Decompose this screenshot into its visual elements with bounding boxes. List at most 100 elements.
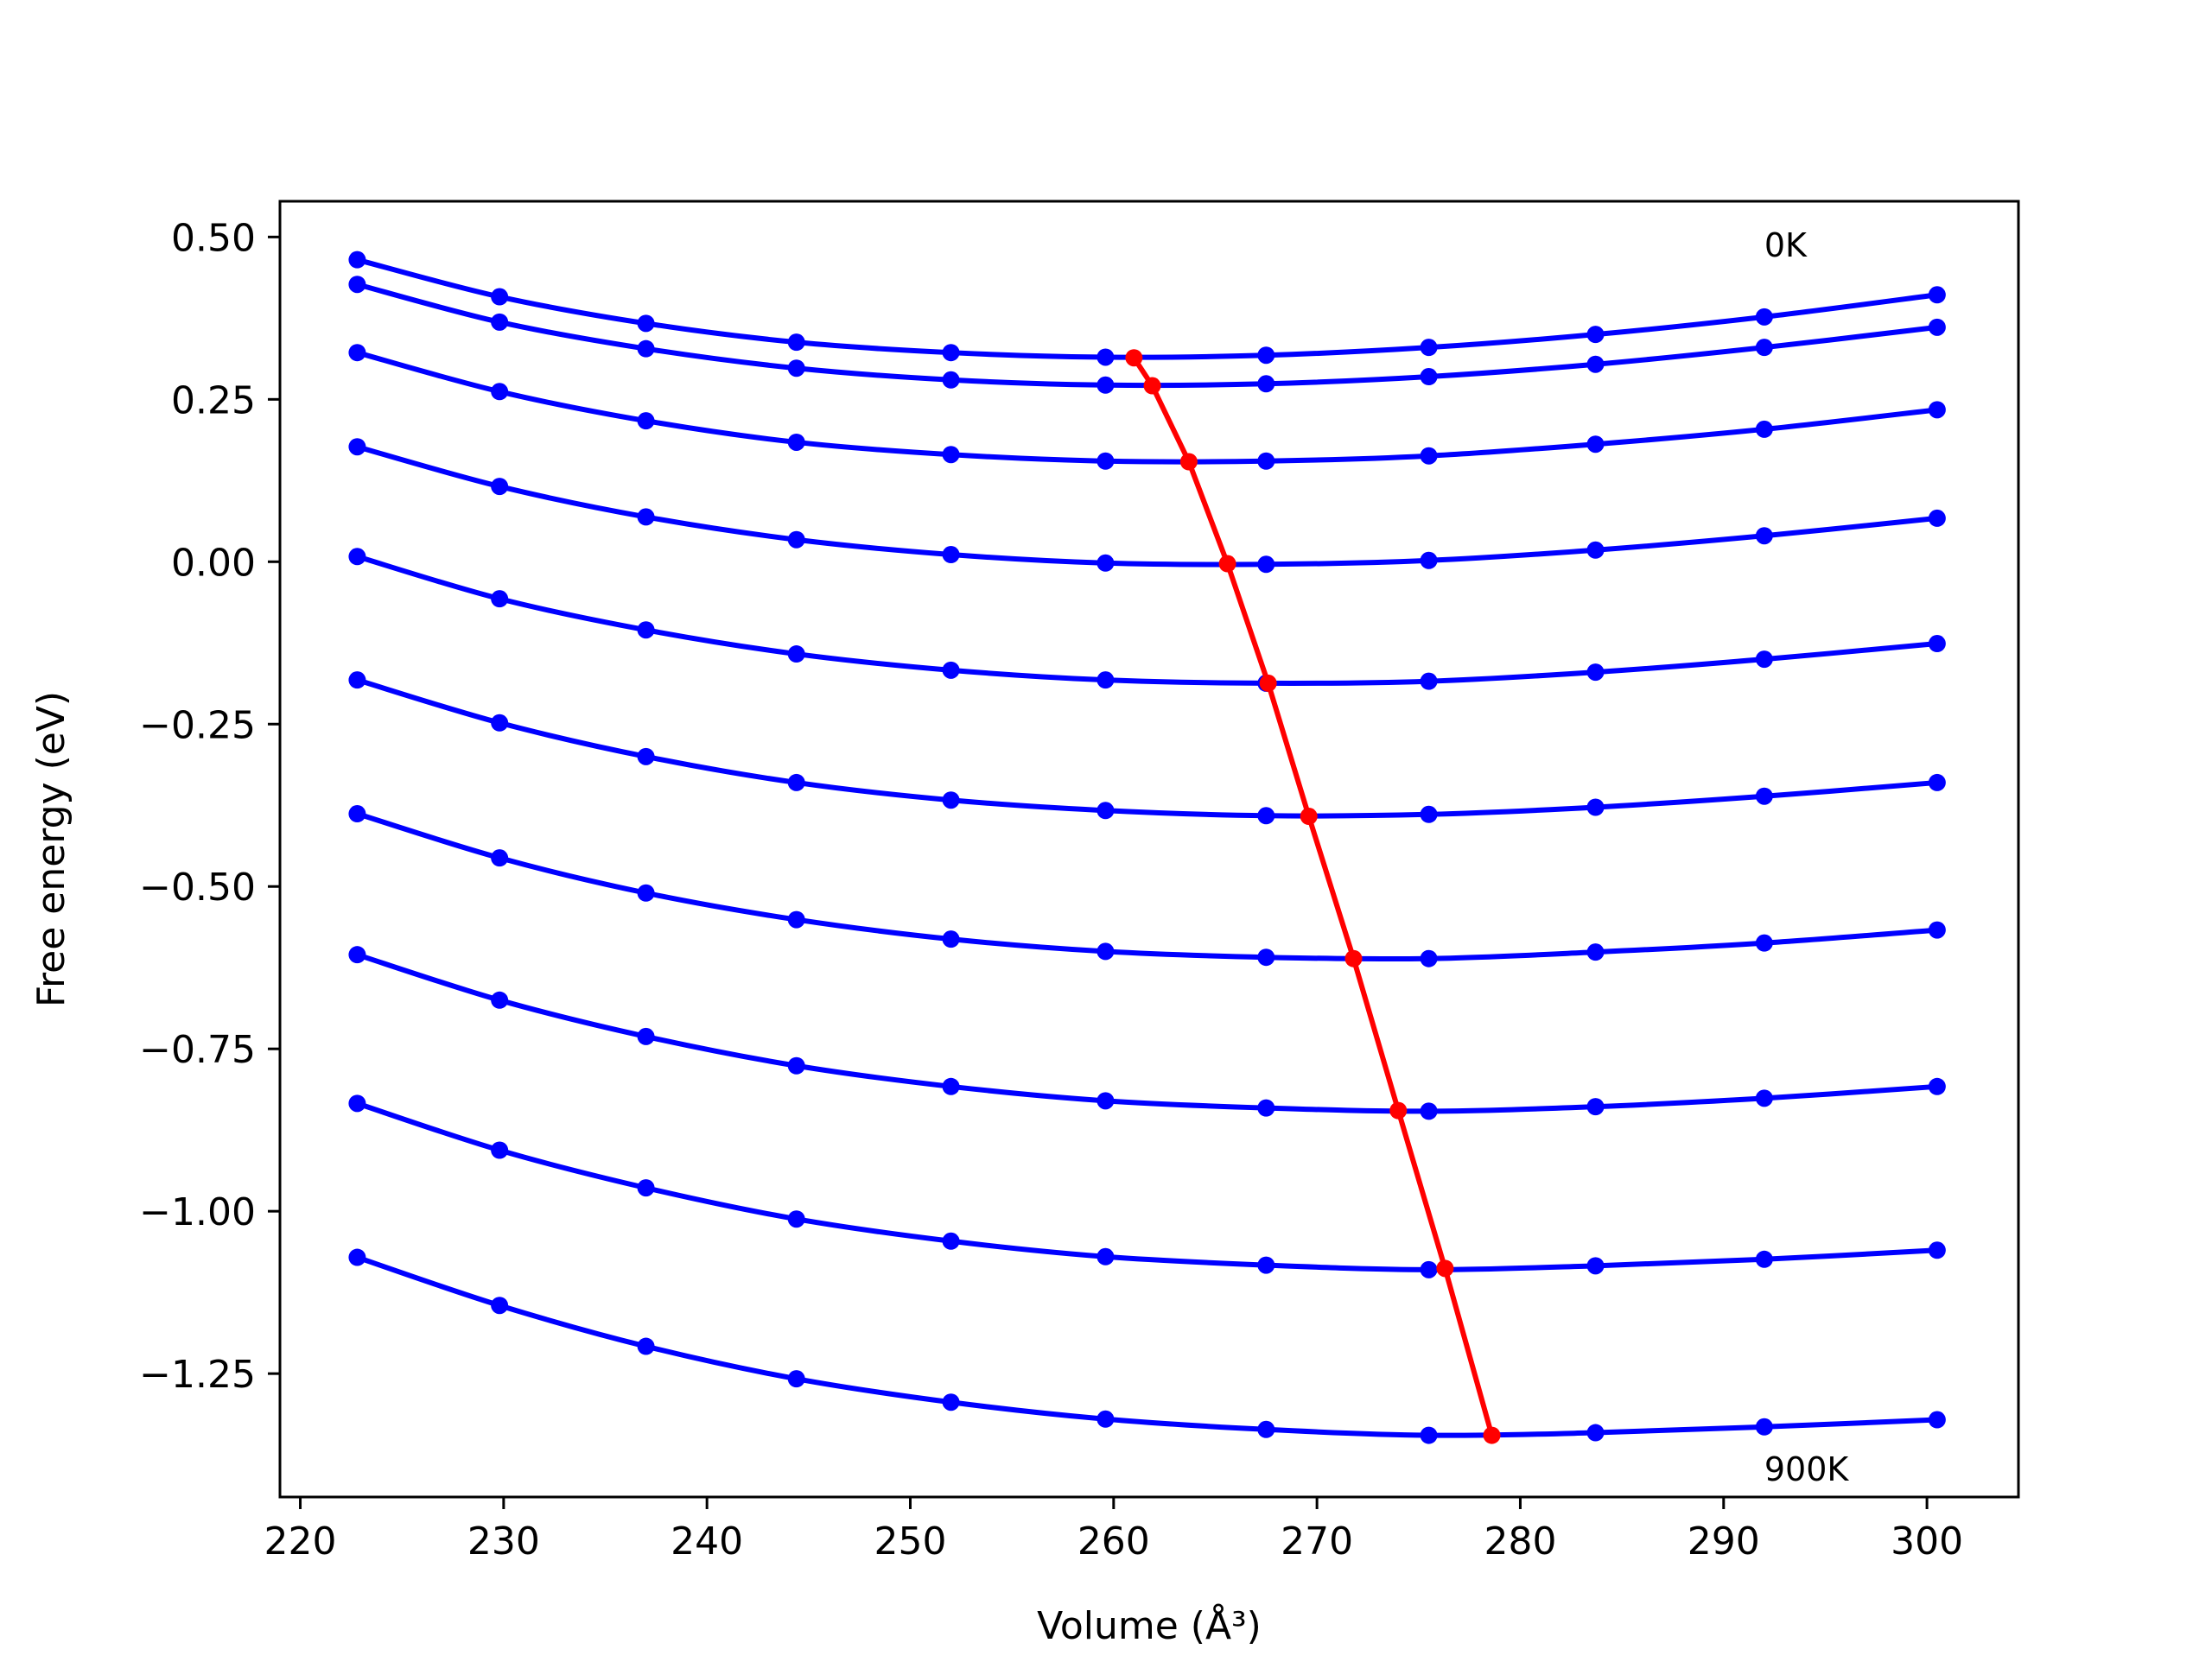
annotation-label: 0K	[1764, 226, 1808, 264]
data-point	[1257, 1256, 1275, 1274]
data-point	[637, 412, 655, 430]
data-point	[1928, 286, 1946, 304]
minimum-point	[1259, 674, 1277, 692]
data-point	[1420, 805, 1438, 823]
plot-frame	[278, 200, 2020, 1499]
data-point	[491, 1297, 509, 1315]
data-point	[348, 946, 366, 964]
data-point	[491, 714, 509, 732]
minimum-point	[1344, 949, 1363, 967]
data-point	[1928, 318, 1946, 336]
data-point	[1755, 339, 1773, 357]
data-point	[1586, 541, 1605, 559]
data-point	[942, 446, 960, 464]
minimum-point	[1389, 1101, 1408, 1120]
data-point	[1096, 671, 1115, 689]
data-point	[1928, 635, 1946, 653]
data-point	[787, 1210, 805, 1228]
data-point	[1928, 1077, 1946, 1095]
x-tick-label: 290	[1688, 1519, 1760, 1564]
x-tick-label: 240	[671, 1519, 743, 1564]
data-point	[1257, 346, 1275, 365]
series-3	[348, 438, 1946, 574]
series-1	[348, 276, 1946, 394]
minimum-point	[1143, 377, 1161, 395]
x-ticks: 220 230 240 250 260 270 280 290 300	[264, 1497, 1963, 1564]
data-point	[942, 344, 960, 362]
data-point	[942, 661, 960, 679]
data-point	[348, 548, 366, 566]
data-point	[637, 1179, 655, 1197]
y-tick-label: −1.00	[139, 1190, 256, 1234]
y-tick-label: −0.50	[139, 866, 256, 910]
data-point	[348, 1094, 366, 1113]
y-tick-label: 0.25	[171, 378, 256, 422]
series-9	[348, 1248, 1946, 1444]
data-point	[1420, 551, 1438, 569]
data-point	[491, 313, 509, 331]
data-point	[491, 383, 509, 401]
annotation-label: 900K	[1764, 1450, 1850, 1488]
data-point	[1755, 308, 1773, 326]
data-point	[787, 433, 805, 451]
y-tick-label: −1.25	[139, 1353, 256, 1397]
data-point	[637, 884, 655, 902]
data-point	[1257, 1099, 1275, 1117]
data-point	[787, 359, 805, 377]
data-point	[1420, 339, 1438, 357]
y-tick-label: −0.25	[139, 703, 256, 747]
y-ticks: 0.50 0.25 0.00 −0.25 −0.50 −0.75 −1.00 −1.25	[139, 216, 280, 1397]
data-point	[942, 371, 960, 389]
data-point	[637, 508, 655, 526]
data-point	[1096, 1092, 1115, 1110]
annotations: 0K 900K	[1764, 226, 1850, 1488]
data-point	[1755, 1418, 1773, 1436]
data-point	[637, 747, 655, 765]
minimum-point	[1436, 1259, 1454, 1278]
minimum-point	[1483, 1426, 1501, 1444]
data-point	[348, 344, 366, 362]
data-point	[787, 333, 805, 352]
data-point	[1420, 447, 1438, 465]
x-axis-label: Volume (Å³)	[1037, 1602, 1262, 1648]
data-point	[637, 314, 655, 333]
data-point	[1755, 934, 1773, 952]
data-point	[1096, 554, 1115, 572]
data-point	[1755, 420, 1773, 438]
data-point	[1420, 1426, 1438, 1444]
data-point	[1928, 1411, 1946, 1429]
data-point	[348, 276, 366, 294]
data-point	[1096, 942, 1115, 961]
data-point	[1586, 943, 1605, 961]
series-8	[348, 1094, 1946, 1278]
data-point	[1257, 375, 1275, 393]
data-point	[942, 546, 960, 564]
minimum-point	[1300, 808, 1318, 826]
data-point	[787, 1056, 805, 1075]
x-tick-label: 280	[1484, 1519, 1556, 1564]
data-point	[1586, 798, 1605, 816]
data-point	[637, 1027, 655, 1045]
data-point	[1420, 949, 1438, 967]
data-point	[348, 251, 366, 269]
x-tick-label: 260	[1077, 1519, 1150, 1564]
x-tick-label: 270	[1281, 1519, 1353, 1564]
y-tick-label: 0.50	[171, 216, 256, 260]
x-tick-label: 300	[1891, 1519, 1963, 1564]
data-point	[1257, 948, 1275, 967]
data-point	[491, 1141, 509, 1159]
data-point	[491, 478, 509, 496]
data-point	[1755, 1250, 1773, 1268]
data-point	[1755, 1089, 1773, 1107]
series-0	[348, 251, 1946, 366]
data-point	[348, 671, 366, 689]
minimum-point	[1179, 453, 1198, 471]
data-point	[491, 849, 509, 867]
minimum-point	[1125, 349, 1143, 367]
data-point	[1586, 663, 1605, 682]
data-point	[942, 791, 960, 809]
data-point	[1755, 787, 1773, 805]
data-point	[1257, 452, 1275, 470]
data-point	[1586, 1257, 1605, 1275]
